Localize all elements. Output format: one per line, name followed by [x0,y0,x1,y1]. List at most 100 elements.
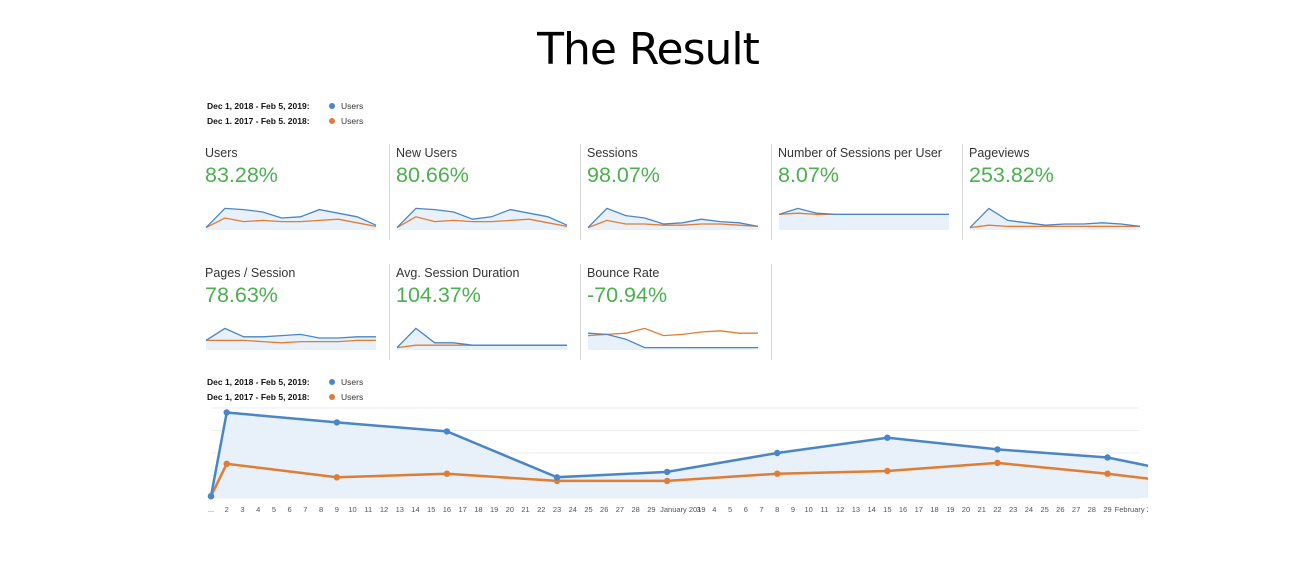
data-point [1104,470,1111,477]
legend-date-range: Dec 1, 2018 - Feb 5, 2019: [207,376,310,387]
x-tick-label: 21 [521,505,529,514]
x-tick-label: 8 [319,505,323,514]
x-tick-label: 18 [930,505,938,514]
sparkline-previous-line [587,219,759,229]
x-tick-label: 15 [427,505,435,514]
sparkline-area [588,208,758,230]
metric-label: Pages / Session [205,266,296,280]
metric-label: Pageviews [969,146,1030,160]
x-tick-label: 3 [240,505,244,514]
x-tick-label: 7 [303,505,307,514]
metric-value: 80.66% [396,163,469,187]
legend-dot-icon [329,102,335,109]
x-tick-label: 6 [288,505,292,514]
sparkline-area [206,208,376,230]
sparkline-current-line [396,207,568,229]
x-tick-label: 29 [1103,505,1111,514]
metric-card-bounce-rate[interactable]: Bounce Rate -70.94% [587,264,772,360]
legend-row-previous: Dec 1, 2017 - Feb 5, 2018: Users [207,389,363,404]
sparkline-current-line [778,207,949,216]
sparkline-current-line [205,327,376,341]
data-point [1104,454,1111,461]
legend-row-current: Dec 1, 2018 - Feb 5, 2019: Users [207,98,363,113]
x-tick-label: 22 [537,505,545,514]
data-point [994,459,1001,467]
x-tick-label: 16 [899,505,907,514]
x-tick-label: 17 [915,505,923,514]
sparkline [969,207,1141,230]
data-point [443,470,451,477]
x-tick-label: 25 [1040,505,1048,514]
legend-date-range: Dec 1. 2017 - Feb 5. 2018: [207,115,310,126]
x-tick-label: 22 [993,505,1001,514]
x-tick-label: 12 [380,505,388,514]
x-tick-label: 4 [256,505,260,514]
data-point [553,474,561,481]
x-tick-label: 26 [1056,505,1064,514]
x-tick-label: 18 [474,505,482,514]
metric-card-pages-per-session[interactable]: Pages / Session 78.63% [205,264,390,360]
metric-card-pageviews[interactable]: Pageviews 253.82% [969,144,1154,240]
x-tick-label: 11 [364,505,372,514]
sparkline [778,207,949,230]
users-line-chart[interactable]: ... 2 3 4 5 6 7 8 9 10 11 12 13 14 15 16 17 18 19 20 21 22 23 2… [203,400,1148,520]
x-tick-label: 20 [506,505,514,514]
x-tick-label: January 2019 [660,505,705,514]
metric-card-new-users[interactable]: New Users 80.66% [396,144,581,240]
sparkline [396,207,568,230]
sparkline-previous-line [396,216,568,229]
legend-metric: Users [341,391,364,402]
metric-value: 104.37% [396,283,481,307]
x-tick-label: 24 [569,505,577,514]
x-tick-label: 26 [600,505,608,514]
sparkline-previous-line [587,327,758,337]
metric-value: 98.07% [587,163,660,187]
data-point [663,477,671,485]
metric-label: Sessions [587,146,638,160]
x-tick-label: 5 [728,505,732,514]
metric-card-sessions[interactable]: Sessions 98.07% [587,144,772,240]
x-tick-label: 19 [490,505,498,514]
x-tick-label: 14 [411,505,419,514]
sparkline-previous-line [969,224,1140,229]
metric-card-users[interactable]: Users 83.28% [205,144,390,240]
legend-row-previous: Dec 1. 2017 - Feb 5. 2018: Users [207,113,363,128]
metric-value: 83.28% [205,163,278,187]
x-tick-label: 16 [443,505,451,514]
x-tick-label: 9 [335,505,339,514]
sparkline-current-line [587,207,759,229]
metric-value: 8.07% [778,163,839,187]
sparkline-area [397,208,567,230]
metric-card-avg-session-duration[interactable]: Avg. Session Duration 104.37% [396,264,581,360]
data-point [333,419,341,426]
data-point [884,434,891,441]
data-point [207,493,215,500]
x-tick-label: 17 [458,505,466,514]
metric-card-sessions-per-user[interactable]: Number of Sessions per User 8.07% [778,144,963,240]
sparkline-current-line [969,207,1141,229]
x-tick-label: 4 [712,505,716,514]
x-tick-label: 13 [396,505,404,514]
sparkline-area [970,208,1140,230]
x-tick-label: 13 [852,505,860,514]
data-point [443,428,451,435]
metric-label: New Users [396,146,458,160]
legend-date-range: Dec 1, 2017 - Feb 5, 2018: [207,391,310,402]
legend-row-current: Dec 1, 2018 - Feb 5, 2019: Users [207,374,363,389]
legend-dot-icon [329,393,335,400]
x-tick-label: 12 [836,505,844,514]
sparkline [587,327,758,350]
metric-value: 253.82% [969,163,1054,187]
x-tick-label: 9 [791,505,795,514]
legend-metric: Users [341,376,364,387]
legend-dot-icon [329,117,335,124]
comparison-legend-bottom: Dec 1, 2018 - Feb 5, 2019: Users Dec 1, … [207,374,363,404]
metric-value: 78.63% [205,283,278,307]
x-tick-label: 24 [1025,505,1033,514]
x-tick-label: 20 [962,505,970,514]
x-tick-label: 10 [348,505,356,514]
legend-dot-icon [329,378,335,385]
x-tick-label: 7 [759,505,763,514]
metric-value: -70.94% [587,283,668,307]
legend-date-range: Dec 1, 2018 - Feb 5, 2019: [207,100,310,111]
